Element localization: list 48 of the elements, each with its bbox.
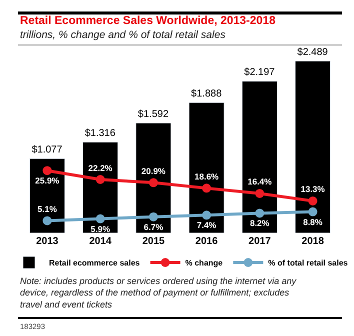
point bbox=[255, 208, 264, 218]
data-label: $2.197 bbox=[244, 67, 276, 78]
data-label: 18.6% bbox=[194, 171, 220, 182]
data-label: $1.316 bbox=[84, 128, 116, 140]
x-tick-label: 2015 bbox=[142, 236, 165, 247]
data-label: 7.4% bbox=[196, 220, 217, 230]
legend-label: % of total retail sales bbox=[268, 258, 348, 268]
data-label: 8.8% bbox=[303, 216, 323, 227]
bar bbox=[82, 142, 118, 233]
point bbox=[202, 184, 212, 193]
legend-label: Retail ecommerce sales bbox=[49, 258, 140, 268]
text: Note: includes products or services ordered using the internet via any device, regardless of the method of payment or fulfillment; excludes travel and event tickets bbox=[20, 276, 297, 310]
x-tick-label: 2018 bbox=[302, 236, 324, 247]
data-label: $1.888 bbox=[191, 88, 222, 100]
chart-subtitle: trillions, % change and % of total retail sales bbox=[20, 29, 226, 41]
bar bbox=[242, 80, 278, 233]
point bbox=[255, 188, 264, 198]
data-label: 5.1% bbox=[38, 204, 58, 214]
point bbox=[42, 216, 52, 226]
x-tick-label: 2017 bbox=[248, 236, 272, 247]
data-label: 25.9% bbox=[35, 176, 60, 186]
data-label: 5.9% bbox=[90, 224, 110, 234]
point bbox=[96, 214, 105, 224]
data-label: 22.2% bbox=[88, 162, 113, 173]
point bbox=[148, 212, 158, 222]
chart-title: Retail Ecommerce Sales Worldwide, 2013-2018 bbox=[20, 15, 276, 27]
data-label: $1.077 bbox=[32, 144, 63, 156]
data-label: 6.7% bbox=[144, 222, 164, 232]
data-label: 8.2% bbox=[250, 218, 270, 228]
x-tick-label: 2016 bbox=[195, 236, 218, 247]
x-tick-label: 2013 bbox=[36, 236, 59, 247]
bar bbox=[136, 122, 172, 233]
bar bbox=[29, 158, 65, 233]
data-label: $1.592 bbox=[138, 109, 169, 120]
point bbox=[308, 207, 318, 216]
point bbox=[42, 166, 52, 176]
point bbox=[96, 175, 105, 184]
legend-label: % change bbox=[185, 258, 224, 268]
point bbox=[202, 210, 212, 220]
data-label: 20.9% bbox=[141, 166, 166, 176]
point bbox=[308, 196, 318, 206]
bar bbox=[188, 102, 224, 233]
data-label: 16.4% bbox=[248, 176, 272, 187]
x-tick-label: 2014 bbox=[89, 236, 112, 247]
data-label: $2.489 bbox=[297, 47, 328, 58]
data-label: 13.3% bbox=[300, 184, 326, 194]
point bbox=[148, 178, 158, 188]
bar bbox=[295, 60, 331, 233]
